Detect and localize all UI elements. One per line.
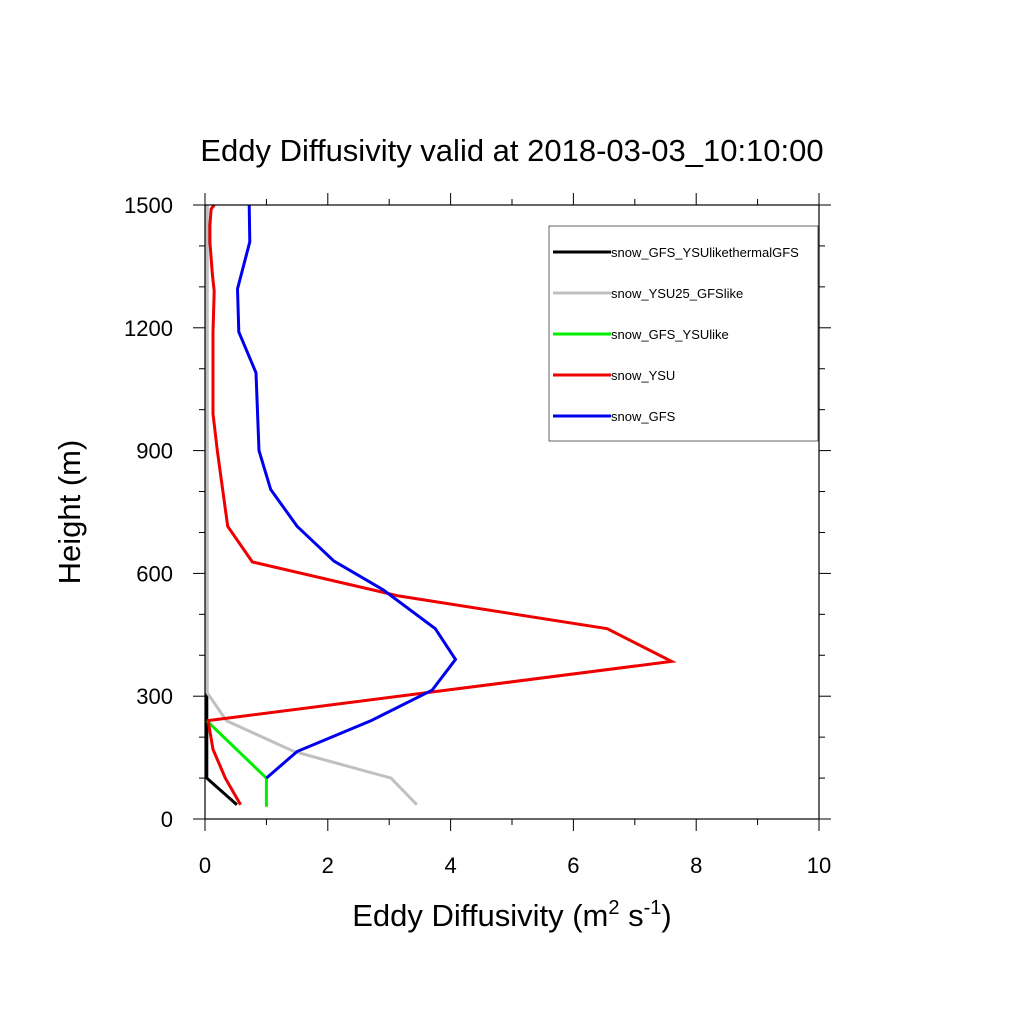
y-tick-label: 900 (136, 439, 173, 464)
y-tick-label: 1200 (124, 316, 173, 341)
x-tick-label: 8 (690, 853, 702, 878)
x-tick-label: 6 (567, 853, 579, 878)
y-axis-label: Height (m) (52, 440, 87, 585)
x-axis-label-mid: s (619, 898, 643, 933)
legend-label: snow_GFS_YSUlikethermalGFS (611, 245, 799, 260)
x-axis-label-sup2: -1 (644, 897, 662, 919)
x-axis-label-sup1: 2 (608, 897, 619, 919)
legend-label: snow_GFS_YSUlike (611, 327, 729, 342)
x-axis-label-base: Eddy Diffusivity (m (352, 898, 608, 933)
y-tick-label: 0 (161, 807, 173, 832)
legend-items: snow_GFS_YSUlikethermalGFS snow_YSU25_GFS… (553, 245, 799, 424)
y-tick-label: 600 (136, 561, 173, 586)
axis-tick-labels: 0 2 4 6 8 10 0 300 600 900 1200 1500 (124, 193, 831, 878)
series-line-snow_GFS (235, 204, 458, 780)
plot-frame (204, 204, 820, 820)
x-tick-label: 10 (807, 853, 831, 878)
y-tick-label: 1500 (124, 193, 173, 218)
axis-ticks (193, 193, 831, 831)
x-tick-label: 2 (322, 853, 334, 878)
chart-title: Eddy Diffusivity valid at 2018-03-03_10:… (200, 133, 823, 168)
x-tick-label: 4 (444, 853, 456, 878)
series-line-snow_YSU (206, 204, 677, 806)
series-lines (205, 204, 677, 807)
y-tick-label: 300 (136, 684, 173, 709)
legend-label: snow_YSU (611, 368, 675, 383)
x-tick-label: 0 (199, 853, 211, 878)
legend-label: snow_YSU25_GFSlike (611, 286, 743, 301)
x-axis-label-end: ) (661, 898, 671, 933)
series-line-snow_YSU25_GFSlike (205, 205, 418, 806)
x-axis-label: Eddy Diffusivity (m2 s-1) (352, 897, 671, 933)
legend-label: snow_GFS (611, 409, 676, 424)
legend: snow_GFS_YSUlikethermalGFS snow_YSU25_GFS… (548, 225, 819, 442)
